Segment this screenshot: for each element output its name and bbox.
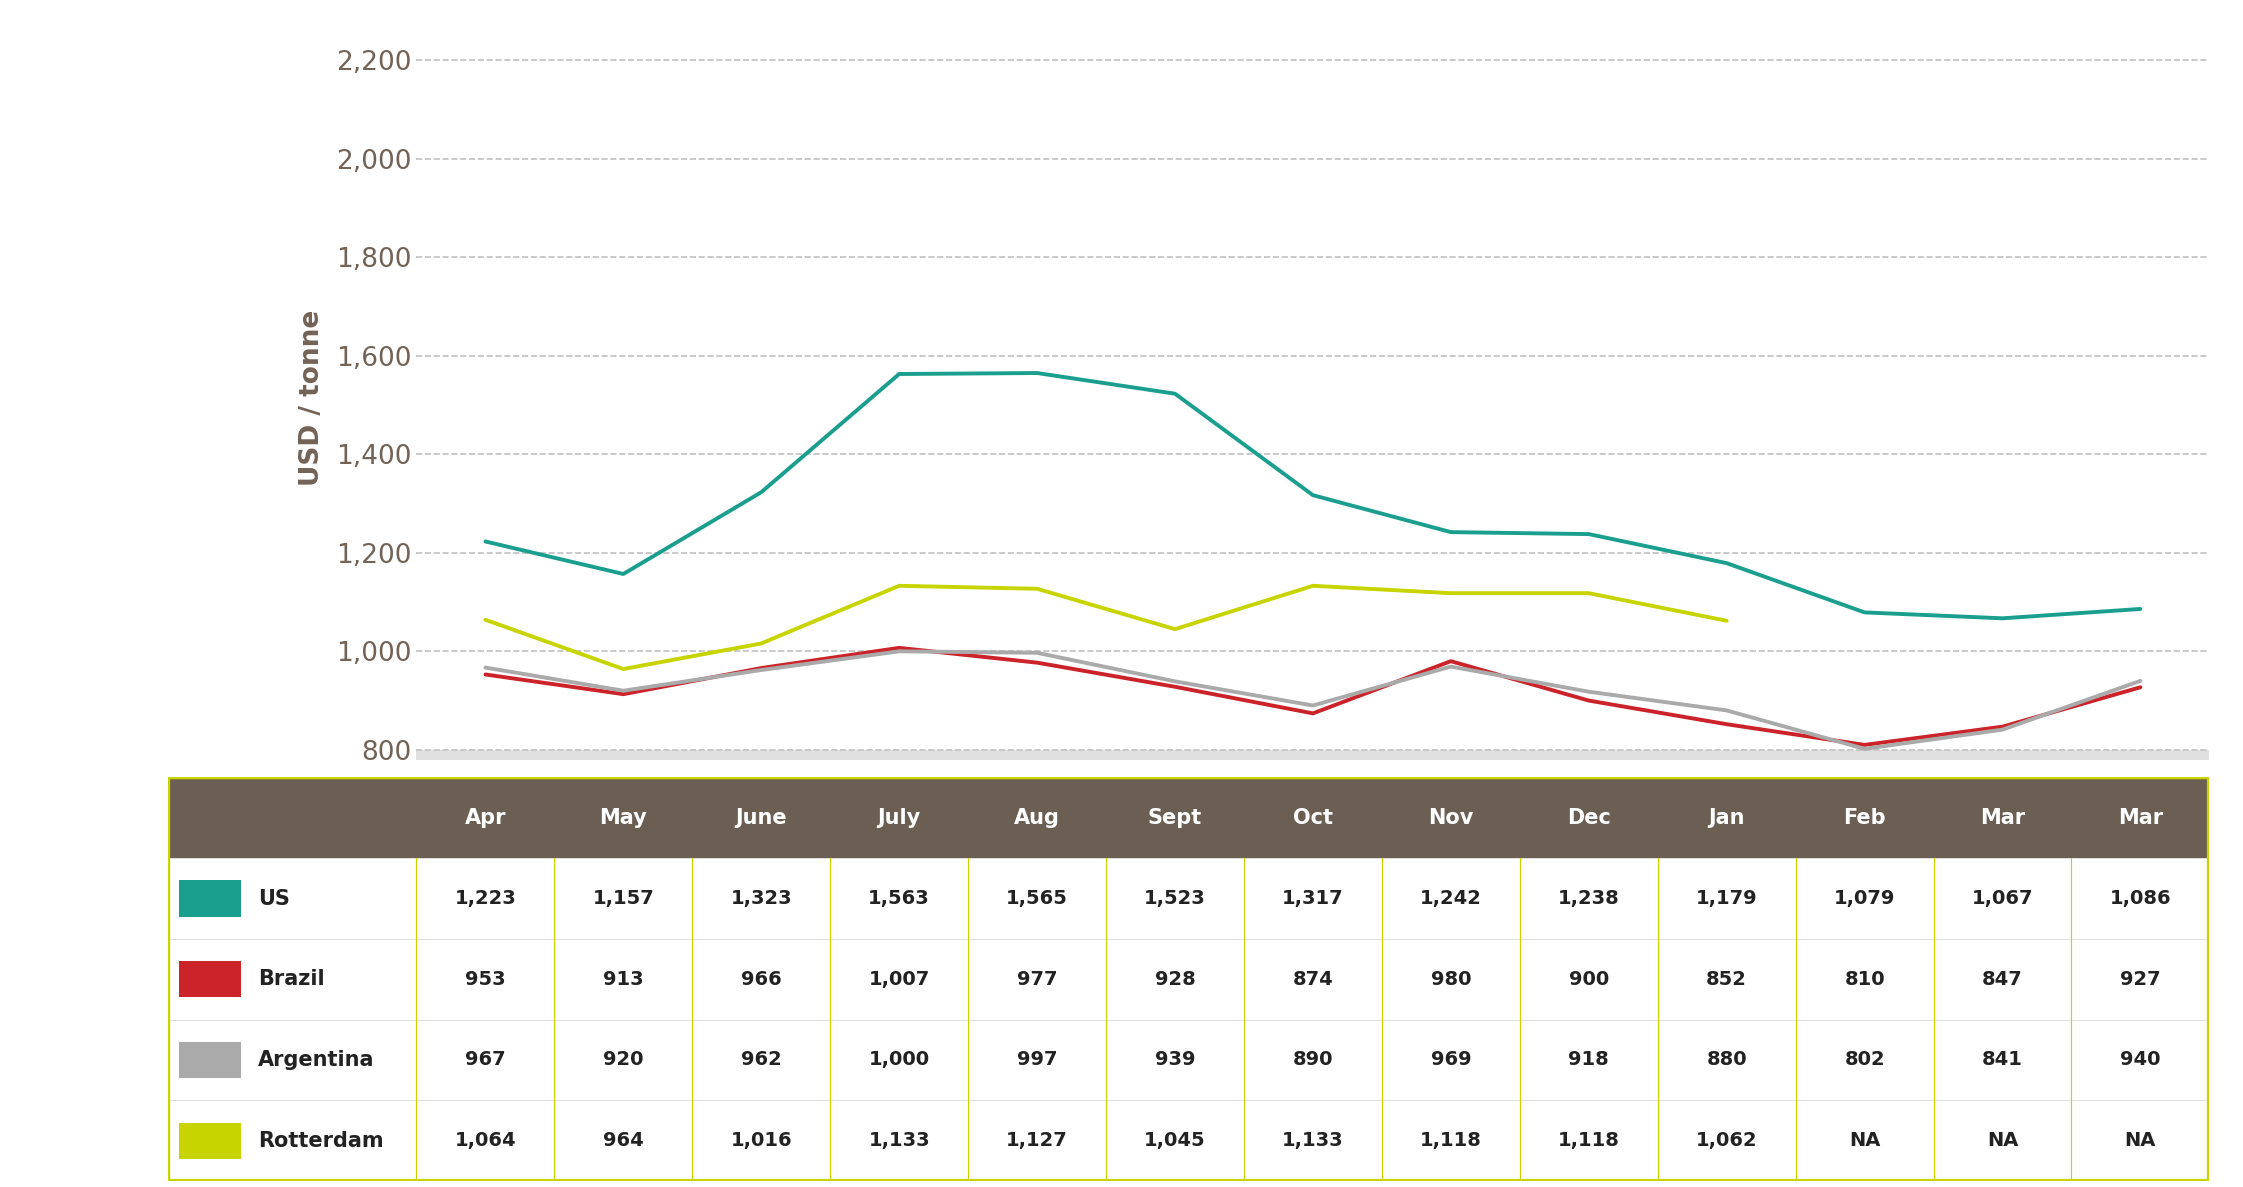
Text: May: May	[599, 808, 648, 827]
Text: 939: 939	[1155, 1050, 1196, 1069]
Text: 927: 927	[2120, 970, 2160, 989]
Text: 1,133: 1,133	[1283, 1131, 1344, 1150]
Text: 953: 953	[464, 970, 505, 989]
Text: Dec: Dec	[1568, 808, 1610, 827]
Text: 964: 964	[603, 1131, 644, 1150]
Text: 1,133: 1,133	[868, 1131, 931, 1150]
Text: 1,317: 1,317	[1283, 889, 1344, 908]
FancyBboxPatch shape	[179, 881, 242, 916]
Text: Feb: Feb	[1844, 808, 1886, 827]
Text: 1,007: 1,007	[868, 970, 931, 989]
Text: 1,157: 1,157	[592, 889, 655, 908]
Text: 890: 890	[1292, 1050, 1332, 1069]
Text: 1,086: 1,086	[2111, 889, 2171, 908]
Text: 1,062: 1,062	[1696, 1131, 1759, 1150]
Text: 1,223: 1,223	[455, 889, 516, 908]
Text: 1,238: 1,238	[1559, 889, 1619, 908]
Text: NA: NA	[2124, 1131, 2156, 1150]
Text: July: July	[877, 808, 922, 827]
Text: 847: 847	[1983, 970, 2023, 989]
Text: Aug: Aug	[1014, 808, 1061, 827]
Text: 918: 918	[1568, 1050, 1608, 1069]
Text: 1,118: 1,118	[1559, 1131, 1619, 1150]
Text: 1,045: 1,045	[1144, 1131, 1207, 1150]
Text: 880: 880	[1707, 1050, 1747, 1069]
FancyBboxPatch shape	[168, 1020, 2209, 1100]
FancyBboxPatch shape	[168, 939, 2209, 1020]
Text: 913: 913	[603, 970, 644, 989]
FancyBboxPatch shape	[179, 1123, 242, 1159]
Y-axis label: USD / tonne: USD / tonne	[298, 310, 325, 485]
Text: 802: 802	[1844, 1050, 1884, 1069]
Text: 1,242: 1,242	[1420, 889, 1483, 908]
Text: 1,323: 1,323	[731, 889, 792, 908]
Text: 1,067: 1,067	[1972, 889, 2032, 908]
Text: Brazil: Brazil	[258, 970, 325, 989]
Text: 920: 920	[603, 1050, 644, 1069]
Text: 841: 841	[1983, 1050, 2023, 1069]
Text: 1,127: 1,127	[1007, 1131, 1068, 1150]
Text: 962: 962	[740, 1050, 781, 1069]
Text: 966: 966	[740, 970, 781, 989]
Text: 1,563: 1,563	[868, 889, 931, 908]
Text: June: June	[736, 808, 787, 827]
Text: 928: 928	[1155, 970, 1196, 989]
Text: 1,179: 1,179	[1696, 889, 1759, 908]
Text: 900: 900	[1568, 970, 1608, 989]
Text: Rotterdam: Rotterdam	[258, 1131, 384, 1150]
Text: 1,118: 1,118	[1420, 1131, 1483, 1150]
Text: 810: 810	[1844, 970, 1884, 989]
Text: Jan: Jan	[1709, 808, 1745, 827]
FancyBboxPatch shape	[168, 1100, 2209, 1181]
Text: 969: 969	[1431, 1050, 1471, 1069]
Text: 997: 997	[1016, 1050, 1056, 1069]
Text: Sept: Sept	[1148, 808, 1202, 827]
Text: 874: 874	[1292, 970, 1332, 989]
Text: NA: NA	[1848, 1131, 1880, 1150]
Text: 977: 977	[1016, 970, 1056, 989]
Text: 1,000: 1,000	[868, 1050, 931, 1069]
Text: 980: 980	[1431, 970, 1471, 989]
Bar	[417, 750, 2209, 760]
Text: 1,064: 1,064	[455, 1131, 516, 1150]
FancyBboxPatch shape	[179, 961, 242, 997]
Text: Mar: Mar	[1981, 808, 2025, 827]
Text: Argentina: Argentina	[258, 1050, 375, 1069]
Text: Mar: Mar	[2117, 808, 2162, 827]
Text: Nov: Nov	[1429, 808, 1474, 827]
Text: 1,016: 1,016	[731, 1131, 792, 1150]
Text: 852: 852	[1707, 970, 1747, 989]
FancyBboxPatch shape	[168, 858, 2209, 939]
FancyBboxPatch shape	[179, 1042, 242, 1078]
Text: 1,565: 1,565	[1007, 889, 1068, 908]
Text: 1,523: 1,523	[1144, 889, 1207, 908]
Text: US: US	[258, 889, 289, 908]
Text: 1,079: 1,079	[1835, 889, 1895, 908]
Text: 967: 967	[464, 1050, 505, 1069]
Text: 940: 940	[2120, 1050, 2160, 1069]
FancyBboxPatch shape	[168, 777, 2209, 858]
Text: NA: NA	[1987, 1131, 2019, 1150]
Text: Oct: Oct	[1292, 808, 1332, 827]
Text: Apr: Apr	[464, 808, 507, 827]
